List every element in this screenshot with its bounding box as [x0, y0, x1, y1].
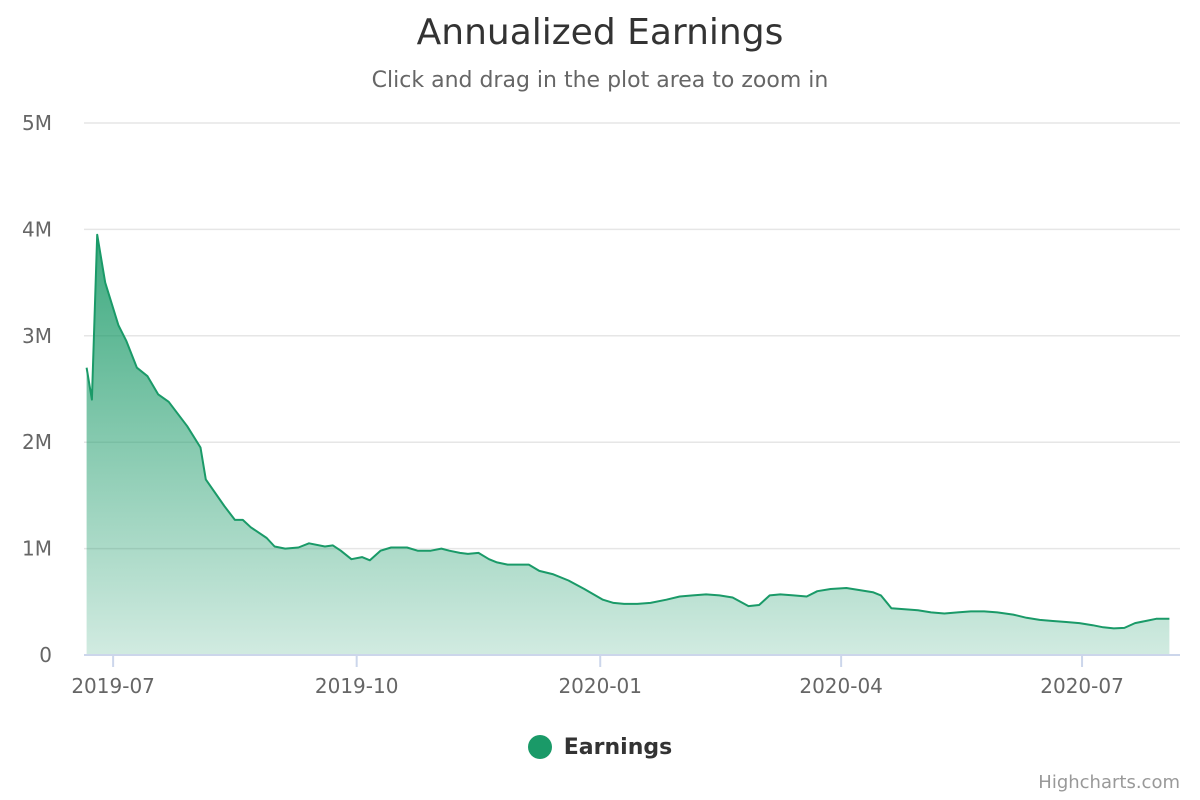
chart-title: Annualized Earnings: [416, 12, 784, 53]
x-tick-label: 2019-10: [315, 674, 399, 698]
legend-item-earnings[interactable]: Earnings: [527, 734, 673, 760]
x-tick-label: 2019-07: [71, 674, 155, 698]
series-earnings[interactable]: [85, 233, 1170, 655]
y-tick-label: 3M: [22, 324, 52, 348]
x-tick-label: 2020-01: [558, 674, 642, 698]
legend-label: Earnings: [563, 734, 673, 760]
x-tick-label: 2020-04: [799, 674, 883, 698]
legend: Earnings: [0, 730, 1200, 764]
legend-marker-icon: [527, 735, 552, 759]
credits-link[interactable]: Highcharts.com: [1038, 772, 1180, 793]
y-tick-label: 5M: [22, 111, 52, 135]
x-tick-label: 2020-07: [1040, 674, 1124, 698]
y-tick-label: 2M: [22, 430, 52, 454]
area-fill-earnings: [86, 234, 1170, 655]
y-tick-label: 0: [39, 643, 52, 667]
x-axis: 2019-07 2019-10 2020-01 2020-04 2020-07: [71, 654, 1180, 698]
grid-lines: [84, 122, 1180, 550]
series-line-earnings[interactable]: [85, 233, 1170, 630]
y-tick-label: 4M: [22, 217, 52, 241]
y-tick-label: 1M: [22, 537, 52, 561]
y-axis-labels: 0 1M 2M 3M 4M 5M: [22, 111, 52, 667]
chart-subtitle: Click and drag in the plot area to zoom …: [371, 68, 829, 93]
